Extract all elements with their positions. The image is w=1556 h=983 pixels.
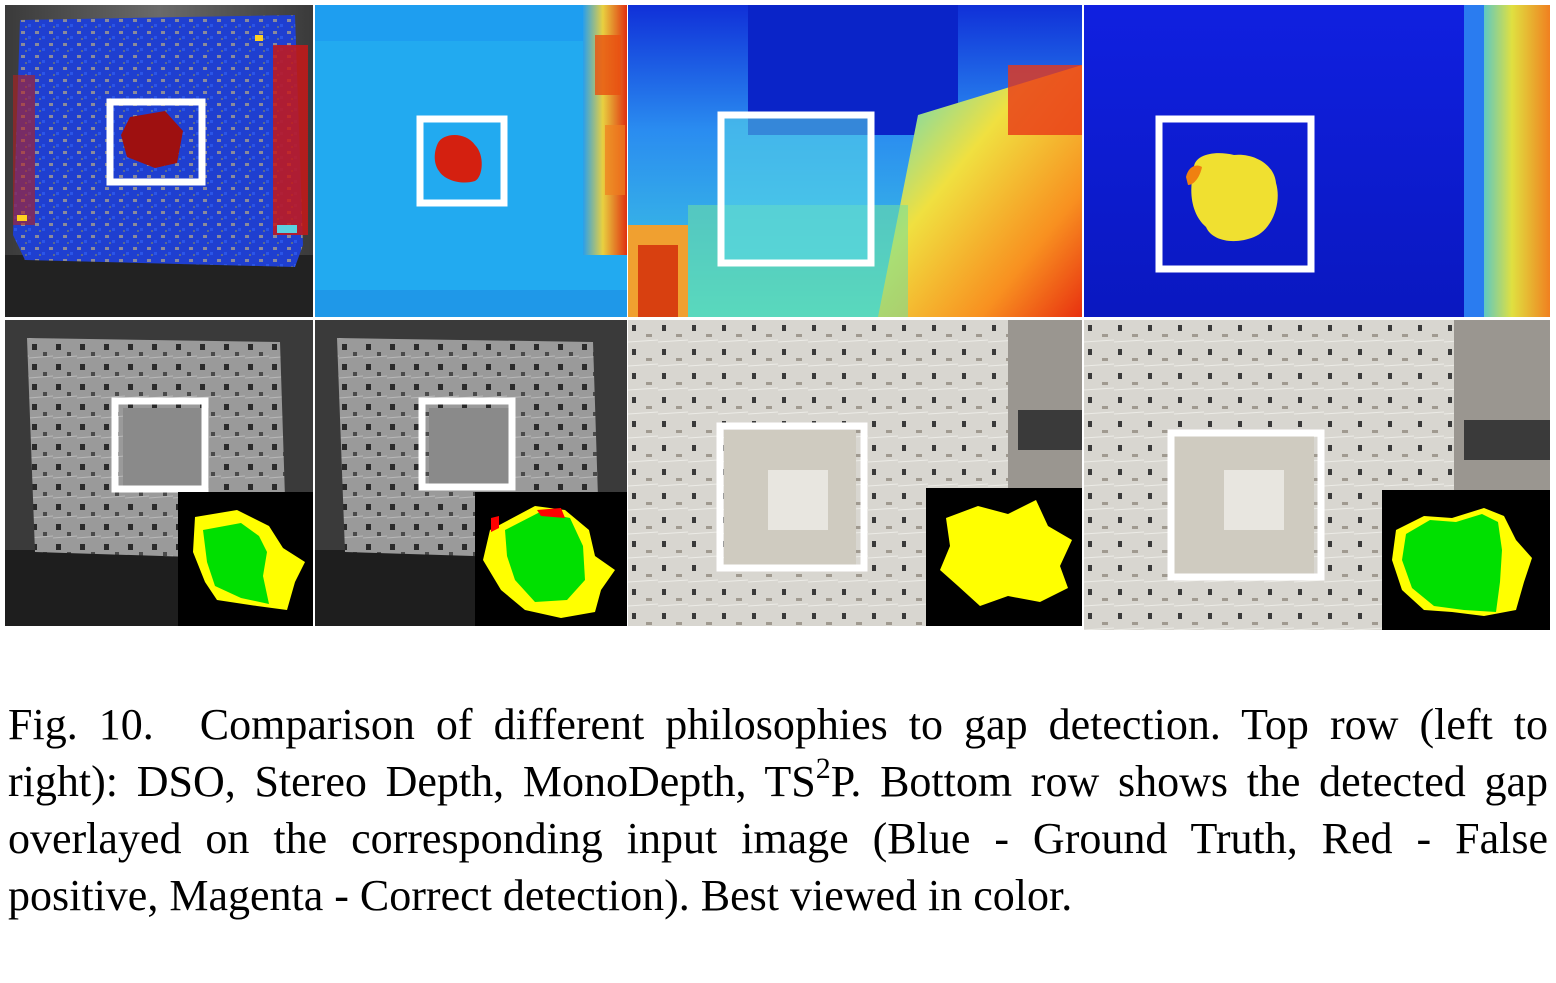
monodepth-detection-mask-inset (926, 488, 1082, 626)
ts2p-input-image (1084, 320, 1550, 630)
caption-text-part2: P. Bottom row shows the detected gap ove… (8, 757, 1548, 920)
dso-depth-panel (5, 5, 313, 317)
monodepth-panel (628, 5, 1082, 317)
false-positive-region (537, 508, 565, 518)
stereo-depth-image (315, 5, 627, 317)
false-positive-region (491, 516, 499, 532)
ts2p-panel (1084, 5, 1550, 317)
monodepth-overlay-panel (628, 320, 1082, 626)
ground-truth-region (940, 500, 1072, 606)
correct-detection-region (505, 512, 585, 602)
stereo-depth-panel (315, 5, 627, 317)
monodepth-image (628, 5, 1082, 317)
stereo-overlay-panel (315, 320, 627, 626)
stereo-input-image (315, 320, 627, 626)
correct-detection-region (1402, 514, 1502, 612)
dso-detection-mask-inset (178, 492, 313, 626)
correct-detection-region (203, 523, 269, 604)
caption-text-part1: Comparison of different philosophies to … (8, 700, 1548, 806)
stereo-detection-mask-inset (475, 492, 627, 626)
monodepth-input-image (628, 320, 1082, 626)
ts2p-depth-image (1084, 5, 1550, 317)
dso-overlay-panel (5, 320, 313, 626)
ts2p-overlay-panel (1084, 320, 1550, 630)
figure-caption: Fig. 10. Comparison of different philosop… (8, 696, 1548, 924)
ts2p-detection-mask-inset (1382, 490, 1550, 630)
caption-superscript: 2 (815, 752, 831, 786)
dso-input-image (5, 320, 313, 626)
dso-sparse-depth-image (5, 5, 313, 317)
figure-label: Fig. 10. (8, 700, 154, 749)
